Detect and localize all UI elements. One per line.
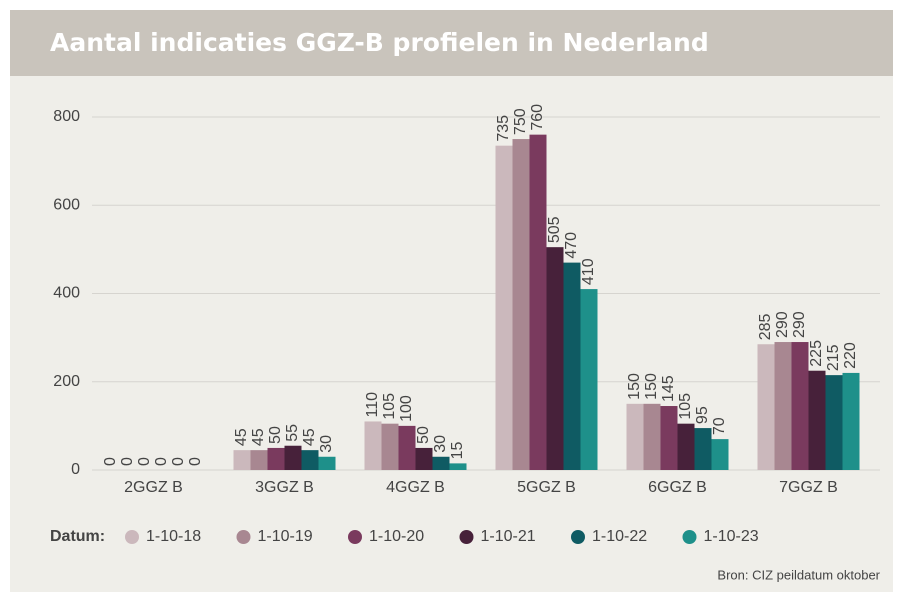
bar xyxy=(284,445,302,470)
data-label: 30 xyxy=(318,435,335,453)
bar xyxy=(432,456,450,470)
bar xyxy=(267,447,285,470)
data-label: 215 xyxy=(825,344,842,371)
bar xyxy=(842,372,860,470)
bar xyxy=(694,428,712,470)
y-tick-label: 600 xyxy=(53,196,80,213)
data-label: 100 xyxy=(398,395,415,422)
legend-label: 1-10-19 xyxy=(258,528,313,545)
data-label: 285 xyxy=(757,313,774,340)
data-label: 225 xyxy=(808,340,825,367)
bar xyxy=(398,425,416,470)
data-label: 110 xyxy=(364,392,381,418)
data-label: 55 xyxy=(284,424,301,442)
bar xyxy=(711,439,729,470)
bar xyxy=(301,450,319,470)
legend-marker xyxy=(682,530,697,544)
data-label: 0 xyxy=(136,457,153,466)
x-tick-label: 6GGZ B xyxy=(648,479,707,496)
source: Bron: CIZ peildatum oktober xyxy=(717,567,880,582)
legend-label: 1-10-22 xyxy=(592,528,647,545)
legend-marker xyxy=(571,530,585,544)
legend-label: 1-10-21 xyxy=(481,528,536,545)
bar xyxy=(580,289,598,470)
bar xyxy=(563,262,581,470)
y-tick-label: 800 xyxy=(53,108,80,125)
bar xyxy=(626,403,644,470)
bar xyxy=(825,375,843,470)
legend-marker xyxy=(348,530,362,544)
header xyxy=(10,10,893,76)
data-label: 105 xyxy=(677,393,694,420)
data-label: 45 xyxy=(301,428,318,446)
x-tick-label: 5GGZ B xyxy=(517,479,576,496)
bar xyxy=(546,247,564,470)
bar xyxy=(364,421,382,470)
bar xyxy=(449,463,467,470)
y-tick-label: 200 xyxy=(53,373,80,390)
data-label: 505 xyxy=(546,216,563,243)
y-tick-label: 400 xyxy=(53,285,80,302)
bar xyxy=(250,450,268,470)
data-label: 290 xyxy=(774,311,791,338)
data-label: 30 xyxy=(432,435,449,453)
data-label: 410 xyxy=(580,258,597,285)
legend-marker xyxy=(236,530,251,544)
legend-marker xyxy=(125,530,139,544)
bar xyxy=(774,342,792,470)
bar xyxy=(381,423,399,470)
chart-title: Aantal indicaties GGZ-B profielen in Ned… xyxy=(50,28,709,57)
x-tick-label: 2GGZ B xyxy=(124,479,183,496)
legend-label: 1-10-20 xyxy=(369,528,424,545)
legend-title: Datum: xyxy=(50,528,105,545)
data-label: 150 xyxy=(643,373,660,400)
data-label: 0 xyxy=(153,457,170,466)
data-label: 470 xyxy=(563,232,580,259)
bar xyxy=(660,406,678,470)
x-tick-label: 7GGZ B xyxy=(779,479,838,496)
x-tick-label: 3GGZ B xyxy=(255,479,314,496)
data-label: 50 xyxy=(267,426,284,444)
data-label: 760 xyxy=(529,104,546,131)
data-label: 0 xyxy=(102,457,119,466)
data-label: 50 xyxy=(415,426,432,444)
bar xyxy=(233,450,251,470)
data-label: 95 xyxy=(694,406,711,424)
bar xyxy=(808,370,826,470)
data-label: 105 xyxy=(381,393,398,420)
data-label: 735 xyxy=(495,115,512,142)
data-label: 220 xyxy=(842,342,859,369)
card xyxy=(10,10,893,592)
y-tick-label: 0 xyxy=(71,461,80,478)
bar xyxy=(643,403,661,470)
data-label: 0 xyxy=(119,457,136,466)
data-label: 45 xyxy=(250,428,267,446)
data-label: 70 xyxy=(711,417,728,435)
legend-marker xyxy=(459,530,474,544)
bar xyxy=(512,139,530,470)
bar xyxy=(415,447,433,470)
bar xyxy=(757,344,775,470)
data-label: 290 xyxy=(791,311,808,338)
legend-label: 1-10-18 xyxy=(146,528,201,545)
data-label: 0 xyxy=(187,457,204,466)
legend-label: 1-10-23 xyxy=(704,528,759,545)
bar xyxy=(495,145,513,470)
bar xyxy=(318,456,336,470)
data-label: 750 xyxy=(512,108,529,135)
data-label: 145 xyxy=(660,375,677,402)
x-tick-label: 4GGZ B xyxy=(386,479,445,496)
bar xyxy=(529,134,547,470)
data-label: 45 xyxy=(233,428,250,446)
bar xyxy=(791,342,809,470)
data-label: 15 xyxy=(449,441,466,459)
data-label: 0 xyxy=(170,457,187,466)
bar xyxy=(677,423,695,470)
data-label: 150 xyxy=(626,373,643,400)
